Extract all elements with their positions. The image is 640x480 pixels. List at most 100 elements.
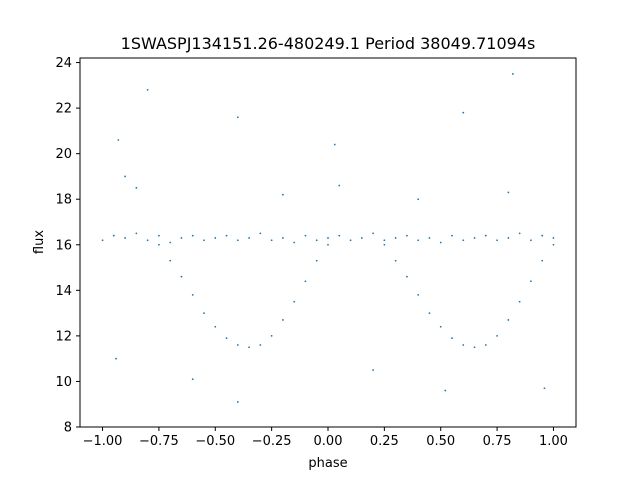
data-point [282, 319, 284, 321]
data-point [406, 234, 408, 237]
data-point [282, 193, 284, 196]
data-point [338, 234, 341, 237]
data-point [383, 239, 386, 242]
data-point [101, 239, 104, 242]
data-point [315, 259, 318, 262]
data-point [496, 239, 498, 242]
data-point [259, 232, 262, 235]
y-tick-label: 24 [55, 56, 72, 71]
data-point [304, 280, 307, 283]
data-point [530, 239, 532, 242]
data-point [304, 234, 307, 237]
data-point [214, 237, 217, 239]
x-tick-label: 0.00 [314, 434, 343, 449]
data-point [135, 232, 138, 235]
data-point [394, 259, 397, 262]
data-point [484, 344, 487, 346]
data-point [248, 346, 250, 349]
data-point [225, 234, 228, 237]
y-tick-label: 20 [55, 147, 72, 162]
data-point [146, 239, 149, 242]
data-point [293, 300, 296, 303]
data-point [439, 325, 442, 328]
data-point [507, 319, 510, 321]
data-point [518, 232, 521, 235]
data-point [417, 293, 420, 296]
data-point [543, 387, 546, 390]
data-point [394, 237, 397, 239]
y-axis-label: flux [32, 230, 47, 254]
y-tick-label: 18 [55, 193, 72, 208]
data-point [191, 378, 194, 381]
data-point [236, 344, 239, 346]
data-point [552, 237, 555, 239]
x-tick-label: 1.00 [539, 434, 568, 449]
x-axis-label: phase [308, 456, 347, 471]
data-point [444, 389, 447, 392]
x-tick-label: −1.00 [83, 434, 123, 449]
data-point [259, 344, 262, 346]
data-point [462, 239, 465, 242]
data-point [270, 239, 273, 242]
data-point [518, 300, 521, 303]
data-point [462, 111, 465, 114]
data-point [293, 241, 296, 244]
x-tick-label: −0.50 [195, 434, 235, 449]
data-point [552, 243, 555, 246]
chart-title: 1SWASPJ134151.26-480249.1 Period 38049.7… [121, 34, 536, 53]
data-point [439, 241, 442, 244]
data-point [511, 73, 514, 75]
x-tick-label: −0.75 [139, 434, 179, 449]
data-point [327, 237, 329, 239]
data-point [530, 280, 532, 283]
data-point [333, 143, 336, 146]
data-point [406, 275, 408, 278]
data-point [236, 239, 239, 242]
data-point [484, 234, 487, 237]
y-axis-ticks: 8 10 12 14 16 18 20 22 24 [55, 56, 80, 436]
x-axis-ticks: −1.00 −0.75 −0.50 −0.25 0.00 0.25 0.50 0.75 1.00 [83, 427, 568, 449]
y-tick-label: 16 [55, 238, 72, 253]
data-point [451, 234, 453, 237]
data-point [180, 275, 183, 278]
x-tick-label: 0.25 [370, 434, 399, 449]
y-tick-label: 12 [55, 329, 72, 344]
data-point [507, 191, 510, 194]
data-point [349, 239, 352, 242]
data-point [158, 243, 160, 246]
data-point [473, 346, 476, 349]
data-point [338, 184, 341, 187]
data-point [417, 198, 420, 201]
data-point [282, 237, 284, 239]
x-tick-label: 0.75 [483, 434, 512, 449]
data-point [112, 234, 115, 237]
data-point [158, 234, 160, 237]
data-point [372, 369, 374, 371]
data-point [428, 237, 431, 239]
data-point [203, 312, 205, 315]
y-tick-label: 22 [55, 102, 72, 117]
y-tick-label: 14 [55, 284, 72, 299]
data-point [270, 334, 273, 337]
data-point [360, 237, 363, 239]
data-point [507, 237, 510, 239]
data-point [372, 232, 374, 235]
data-point [451, 337, 453, 340]
data-point [146, 88, 149, 91]
data-point [124, 175, 126, 178]
data-point [225, 337, 228, 340]
data-point [169, 259, 172, 262]
data-point [115, 357, 117, 360]
data-point [135, 186, 138, 189]
data-point [236, 401, 239, 403]
data-point [124, 237, 126, 239]
data-point [191, 293, 194, 296]
data-points [101, 73, 555, 403]
data-point [214, 325, 217, 328]
data-point [417, 239, 420, 242]
data-point [203, 239, 205, 242]
y-tick-label: 10 [55, 375, 72, 390]
data-point [117, 139, 120, 141]
